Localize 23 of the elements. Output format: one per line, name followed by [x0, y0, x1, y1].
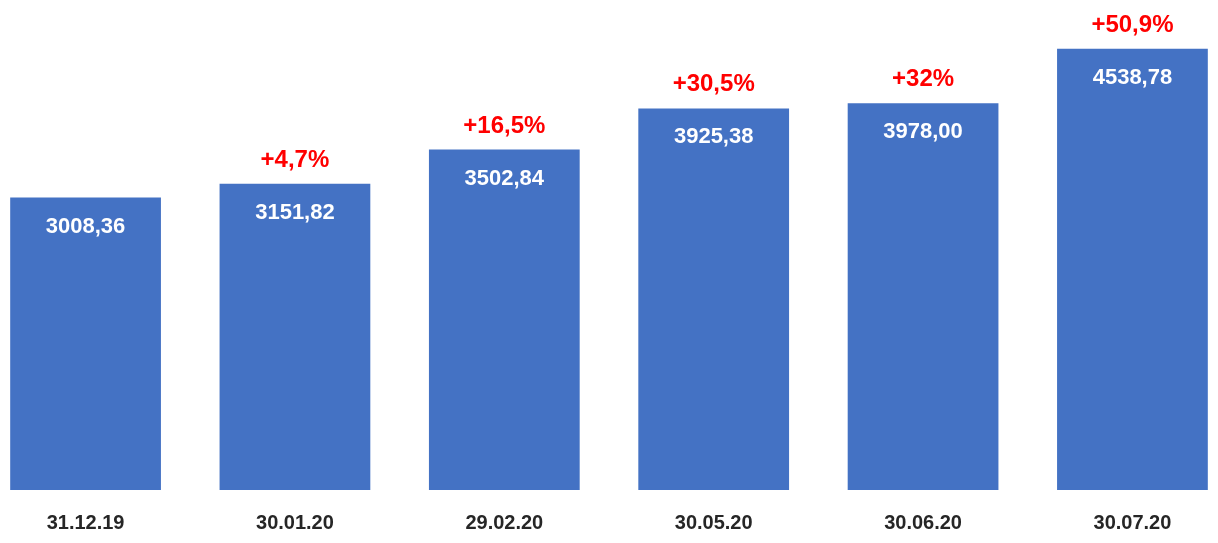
data-label: 3978,00	[883, 118, 963, 144]
data-label: 3151,82	[255, 198, 335, 224]
bar	[847, 103, 999, 490]
x-tick-label: 30.01.20	[256, 510, 334, 533]
annotation: +32%	[892, 64, 955, 92]
bar	[10, 197, 161, 490]
x-tick-label: 30.07.20	[1093, 510, 1172, 533]
bar	[219, 183, 371, 490]
annotation: +16,5%	[463, 110, 546, 138]
annotation: +30,5%	[672, 69, 755, 97]
data-label: 3502,84	[464, 164, 545, 190]
x-tick-label: 29.02.20	[465, 510, 544, 533]
x-tick-label: 31.12.19	[46, 510, 125, 533]
annotation: +50,9%	[1091, 9, 1174, 37]
data-label: 4538,78	[1092, 63, 1173, 89]
bar	[1057, 48, 1208, 490]
data-label: 3925,38	[673, 123, 754, 149]
x-tick-label: 30.05.20	[674, 510, 753, 533]
bar	[638, 108, 790, 490]
annotation: +4,7%	[260, 144, 330, 172]
bar	[428, 149, 580, 490]
data-label: 3008,36	[45, 212, 126, 238]
x-tick-label: 30.06.20	[884, 510, 962, 533]
